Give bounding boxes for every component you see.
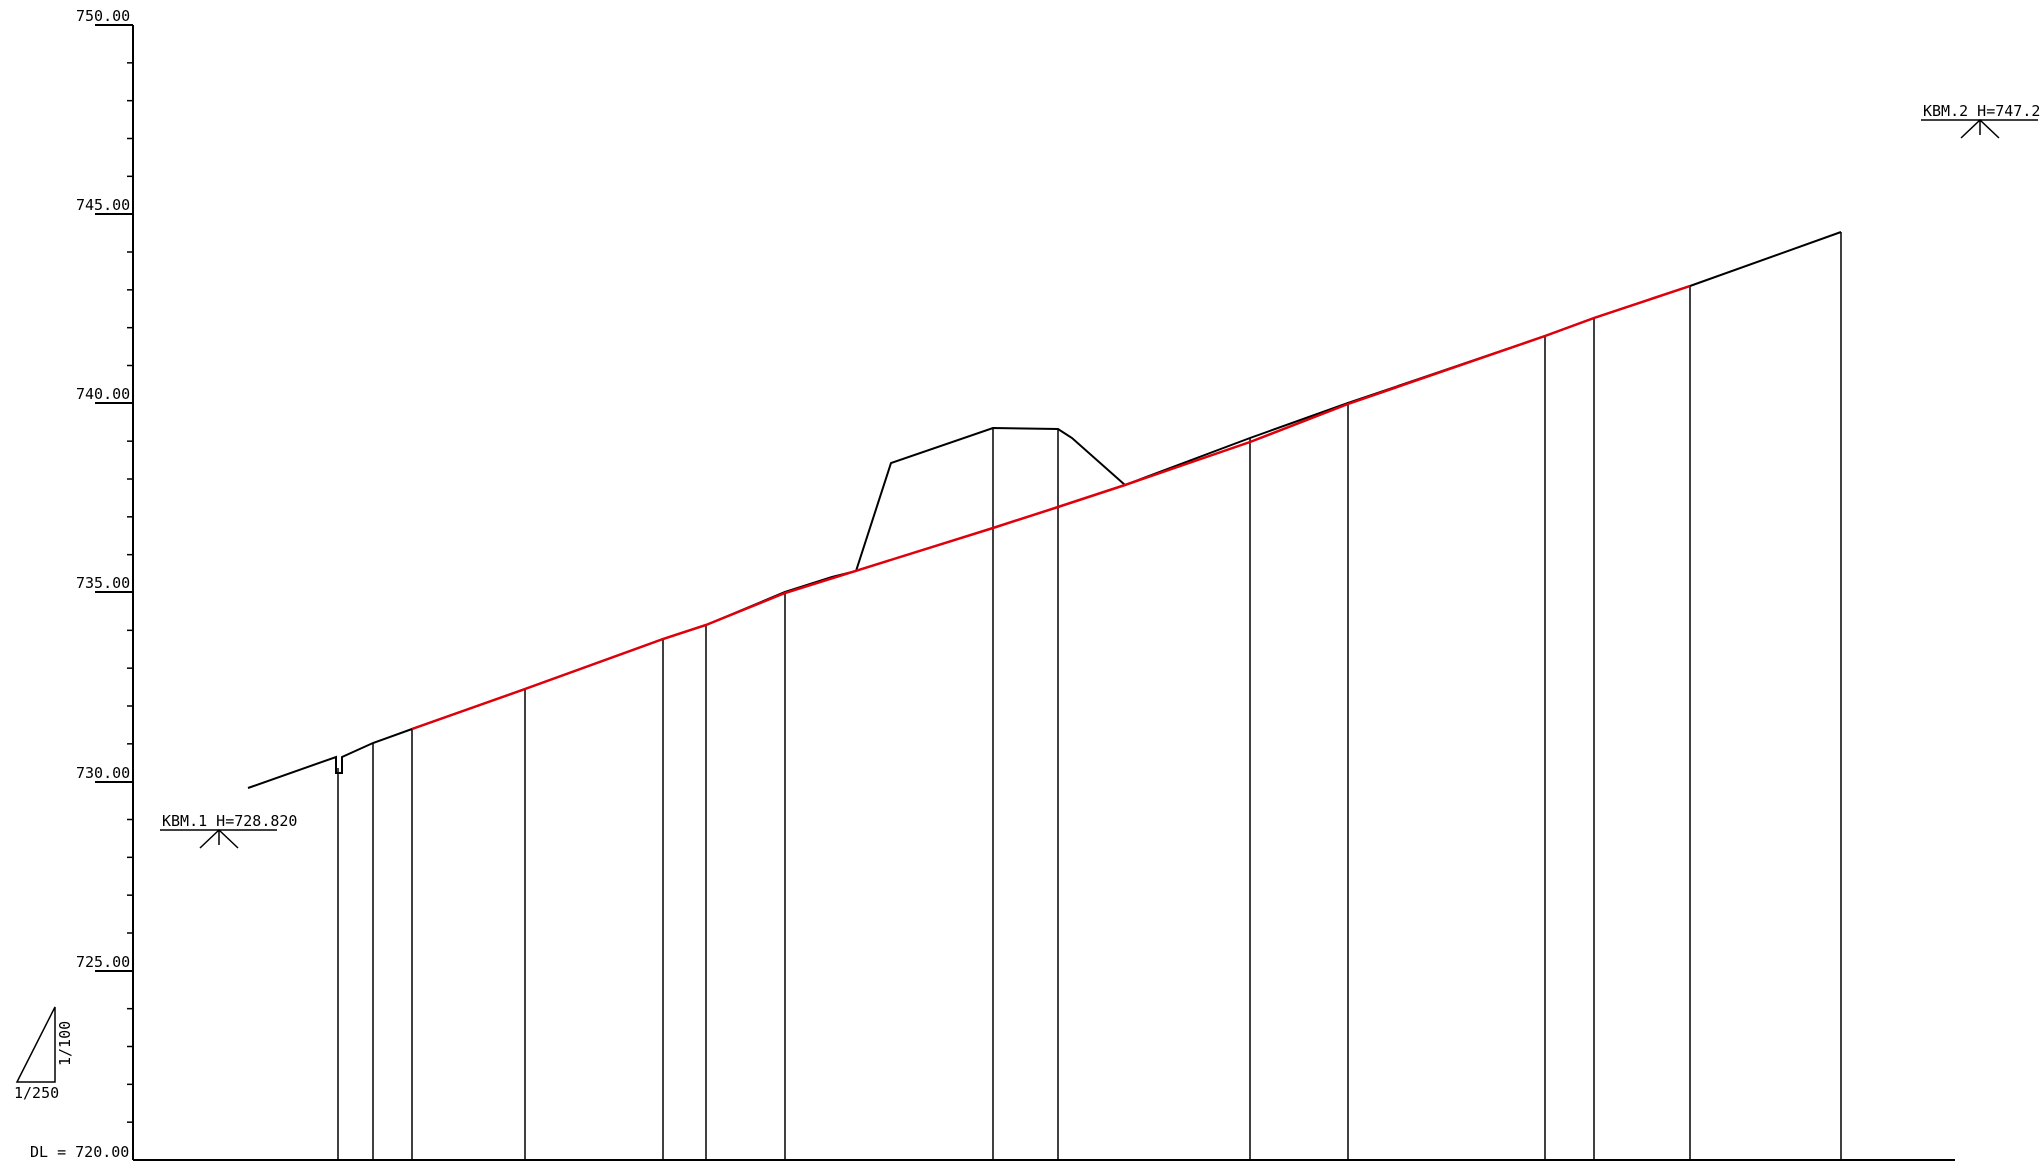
scale-indicator: 1/250 1/100 <box>14 1006 74 1102</box>
elevation-label-735: 735.00 <box>76 574 130 592</box>
axis-minor-ticks <box>127 62 133 1123</box>
benchmark-kbm1: KBM.1 H=728.820 <box>160 812 297 849</box>
benchmark-kbm2: KBM.2 H=747.292 <box>1921 102 2040 139</box>
plan-grade-line <box>411 284 1691 731</box>
elevation-axis: 750.00 745.00 740.00 735.00 730.00 725.0… <box>30 7 134 1161</box>
elevation-label-725: 725.00 <box>76 953 130 971</box>
elevation-label-730: 730.00 <box>76 764 130 782</box>
benchmark-kbm1-label: KBM.1 H=728.820 <box>162 812 297 830</box>
vertical-scale-label: 1/100 <box>56 1021 74 1066</box>
axis-major-ticks <box>95 24 133 972</box>
benchmark-symbol-icon <box>199 828 239 849</box>
benchmark-symbol-icon <box>1960 118 2000 139</box>
elevation-label-745: 745.00 <box>76 196 130 214</box>
elevation-label-750: 750.00 <box>76 7 130 25</box>
benchmark-kbm2-label: KBM.2 H=747.292 <box>1923 102 2040 120</box>
scale-triangle-icon <box>15 1006 56 1083</box>
datum-label: DL = 720.00 <box>30 1143 129 1161</box>
station-lines <box>337 232 1842 1160</box>
elevation-label-740: 740.00 <box>76 385 130 403</box>
horizontal-scale-label: 1/250 <box>14 1084 59 1102</box>
